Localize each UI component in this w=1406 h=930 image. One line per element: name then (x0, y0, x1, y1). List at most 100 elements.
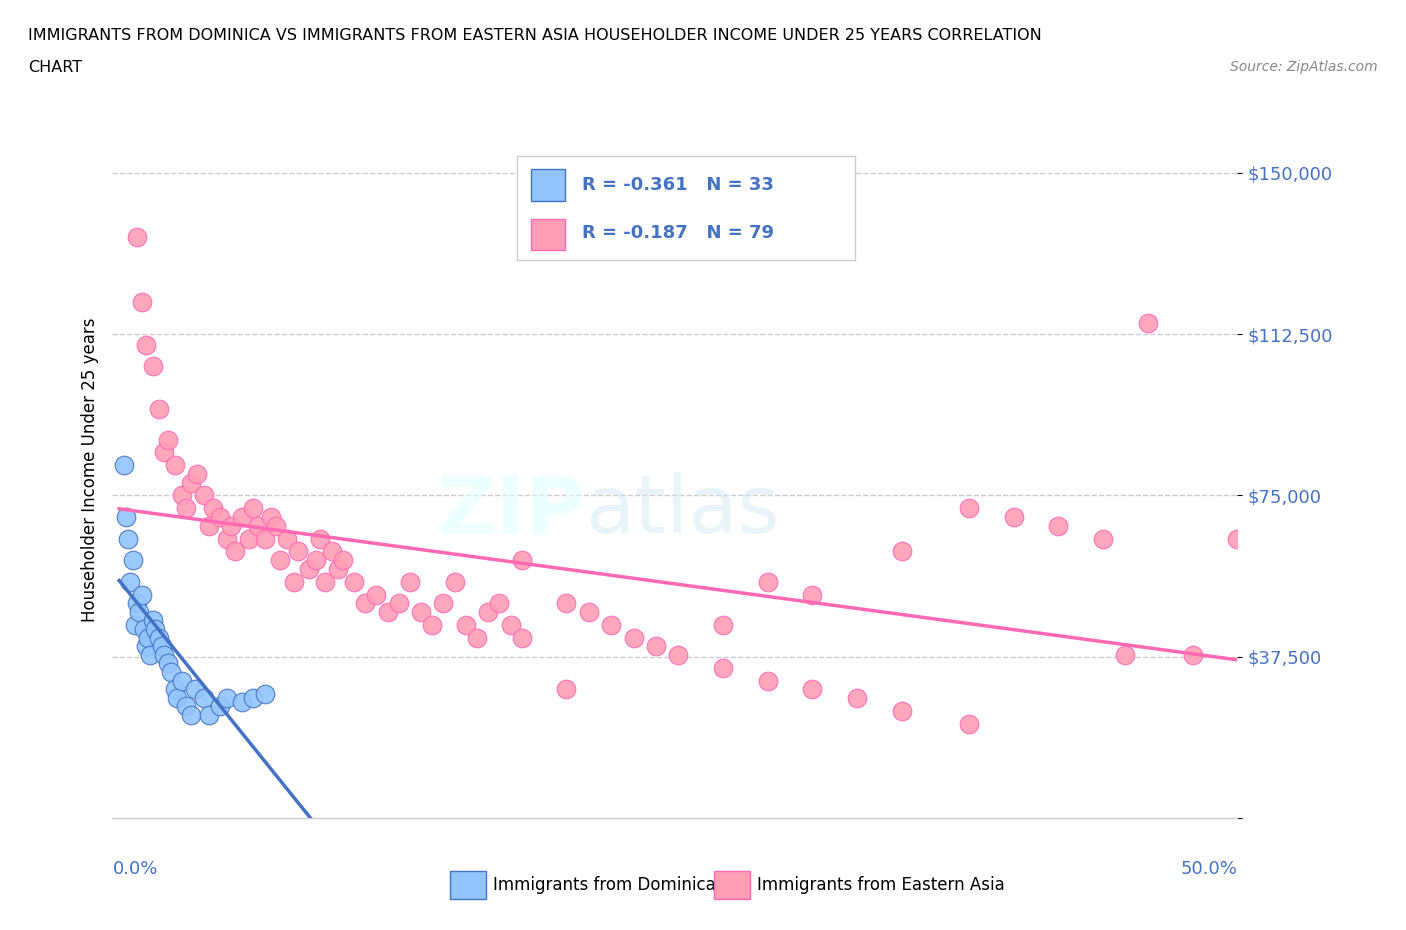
Point (253, 686, 276, 701)
Text: atlas: atlas (585, 472, 779, 551)
Point (801, 682, 824, 697)
Point (125, 596, 148, 611)
Point (238, 531, 260, 546)
Point (510, 552, 533, 567)
Point (165, 682, 187, 697)
Point (174, 501, 197, 516)
Point (142, 613, 165, 628)
Point (253, 531, 276, 546)
Point (170, 488, 193, 503)
Point (600, 618, 623, 632)
Point (124, 618, 146, 632)
Point (555, 596, 578, 611)
Point (215, 690, 238, 705)
Point (287, 544, 309, 559)
Point (193, 690, 215, 705)
Point (305, 552, 328, 567)
Point (125, 230, 148, 245)
Point (756, 574, 779, 589)
Point (756, 673, 779, 688)
Point (132, 621, 155, 636)
Point (128, 604, 150, 619)
Point (174, 699, 197, 714)
Point (186, 467, 208, 482)
Point (1226, 531, 1249, 546)
Point (957, 716, 980, 731)
Point (465, 631, 488, 645)
Point (197, 518, 219, 533)
Point (321, 544, 343, 559)
Point (260, 510, 283, 525)
Point (846, 690, 869, 705)
FancyBboxPatch shape (450, 870, 486, 898)
Point (578, 604, 600, 619)
Point (159, 665, 181, 680)
Point (1002, 510, 1025, 525)
Point (153, 445, 176, 459)
Text: CHART: CHART (28, 60, 82, 75)
Point (1114, 647, 1136, 662)
Point (139, 647, 162, 662)
Point (957, 501, 980, 516)
Point (117, 531, 139, 546)
Point (202, 501, 225, 516)
Point (443, 574, 465, 589)
Point (1047, 518, 1070, 533)
Point (231, 510, 253, 525)
Point (136, 631, 159, 645)
Point (135, 338, 157, 352)
Point (388, 596, 411, 611)
Point (666, 647, 689, 662)
Point (283, 574, 305, 589)
Point (193, 488, 215, 503)
Point (477, 604, 499, 619)
Point (499, 618, 522, 632)
Point (180, 708, 202, 723)
Point (890, 703, 912, 718)
Point (148, 631, 170, 645)
Point (135, 639, 157, 654)
Point (148, 402, 170, 417)
Point (197, 708, 219, 723)
Point (801, 587, 824, 602)
Point (377, 604, 399, 619)
Point (711, 618, 734, 632)
Point (184, 682, 207, 697)
Point (366, 587, 388, 602)
Point (112, 458, 135, 472)
Point (399, 574, 422, 589)
Point (215, 531, 238, 546)
Point (143, 621, 166, 636)
Point (150, 639, 173, 654)
Point (165, 458, 187, 472)
Point (121, 552, 143, 567)
Text: Immigrants from Dominica: Immigrants from Dominica (492, 876, 716, 894)
Point (298, 561, 321, 576)
Point (208, 699, 231, 714)
Text: ZIP: ZIP (437, 472, 585, 551)
Point (269, 552, 291, 567)
Point (332, 552, 354, 567)
Point (157, 656, 180, 671)
Point (328, 561, 350, 576)
Point (120, 574, 142, 589)
Text: Immigrants from Eastern Asia: Immigrants from Eastern Asia (756, 876, 1005, 894)
Point (242, 690, 264, 705)
Point (454, 618, 477, 632)
Point (555, 682, 578, 697)
Point (131, 294, 153, 309)
Point (276, 531, 298, 546)
Point (142, 359, 165, 374)
Y-axis label: Householder Income Under 25 years: Householder Income Under 25 years (80, 317, 98, 622)
Point (170, 673, 193, 688)
Point (231, 695, 253, 710)
Text: 0.0%: 0.0% (112, 860, 157, 878)
FancyBboxPatch shape (714, 870, 751, 898)
Point (208, 510, 231, 525)
Point (644, 639, 666, 654)
Point (131, 587, 153, 602)
Point (420, 618, 443, 632)
Point (153, 647, 176, 662)
Text: IMMIGRANTS FROM DOMINICA VS IMMIGRANTS FROM EASTERN ASIA HOUSEHOLDER INCOME UNDE: IMMIGRANTS FROM DOMINICA VS IMMIGRANTS F… (28, 28, 1042, 43)
Point (409, 604, 432, 619)
